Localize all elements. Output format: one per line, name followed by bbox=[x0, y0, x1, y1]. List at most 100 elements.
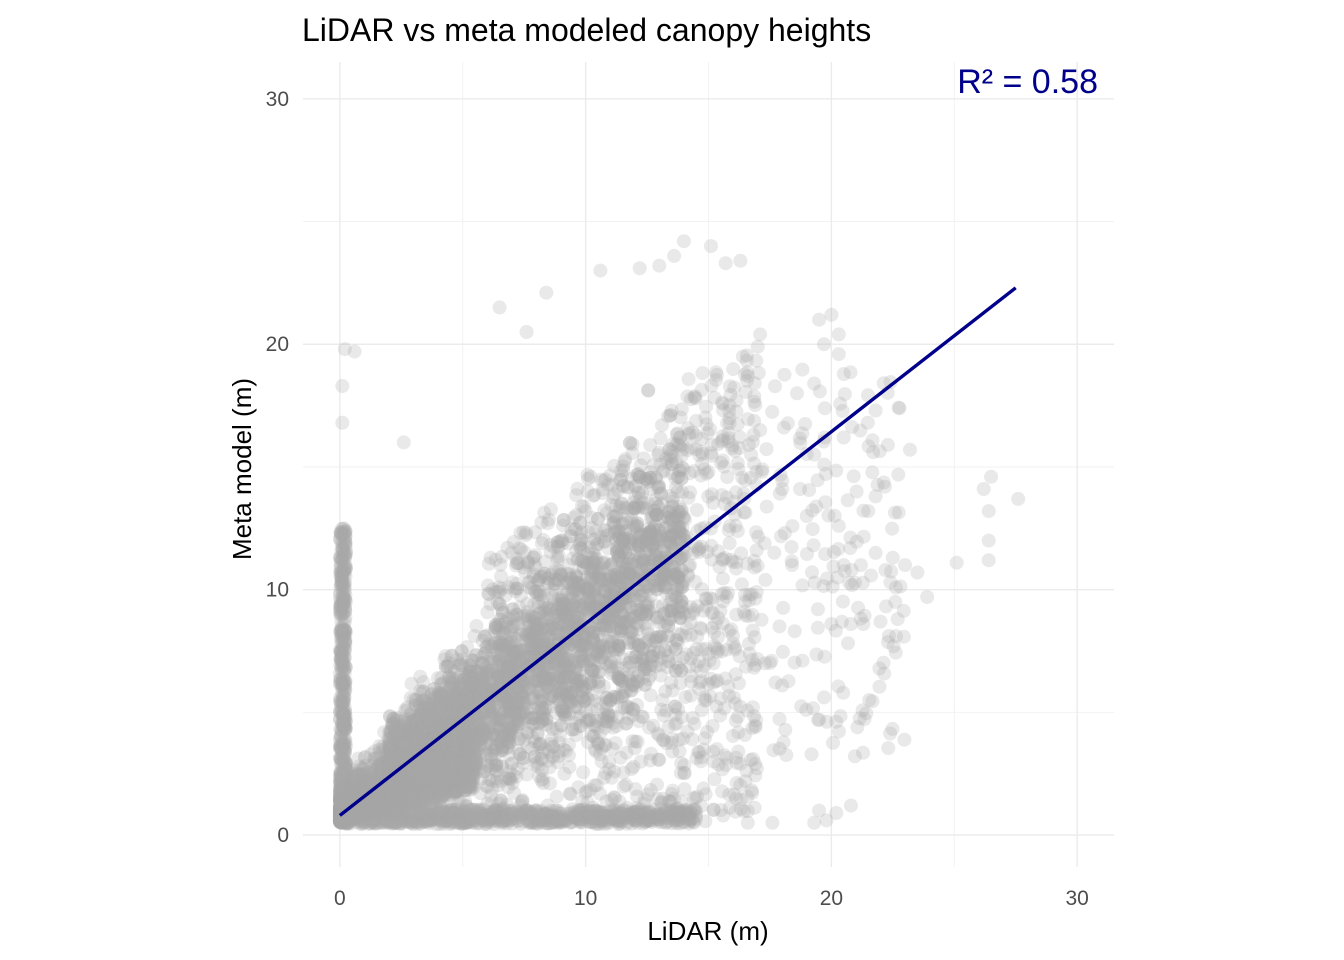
data-point bbox=[366, 786, 381, 800]
data-point bbox=[418, 774, 433, 789]
data-point bbox=[394, 783, 409, 798]
data-point bbox=[443, 766, 458, 780]
data-point bbox=[452, 755, 467, 770]
data-point bbox=[409, 782, 424, 797]
data-point bbox=[415, 752, 430, 767]
data-point bbox=[440, 733, 455, 748]
data-point bbox=[364, 780, 379, 795]
data-point bbox=[455, 773, 469, 788]
data-point bbox=[461, 672, 476, 687]
data-point bbox=[337, 551, 352, 566]
data-point bbox=[390, 778, 405, 793]
data-point bbox=[465, 730, 480, 744]
data-point bbox=[368, 756, 383, 771]
data-point bbox=[376, 790, 391, 805]
data-point bbox=[376, 803, 391, 818]
data-point bbox=[333, 793, 347, 808]
data-point bbox=[455, 774, 470, 789]
data-point bbox=[339, 794, 354, 809]
data-point bbox=[344, 809, 359, 823]
data-point bbox=[454, 767, 469, 782]
data-point bbox=[351, 775, 366, 789]
data-point bbox=[458, 701, 473, 716]
data-point bbox=[431, 760, 446, 775]
data-point bbox=[449, 702, 464, 717]
data-point bbox=[427, 775, 442, 790]
data-point bbox=[372, 802, 387, 817]
data-point bbox=[348, 773, 363, 788]
data-point bbox=[420, 760, 435, 775]
data-point bbox=[435, 769, 449, 784]
data-point bbox=[333, 811, 348, 826]
data-point bbox=[415, 777, 430, 792]
data-point bbox=[377, 787, 392, 802]
data-point bbox=[400, 796, 415, 811]
data-point bbox=[403, 783, 418, 798]
data-point bbox=[367, 802, 382, 817]
data-point bbox=[439, 772, 454, 787]
data-point bbox=[401, 776, 416, 791]
data-point bbox=[350, 803, 365, 818]
data-point bbox=[349, 808, 364, 823]
data-point bbox=[360, 799, 375, 814]
data-point bbox=[411, 779, 426, 794]
data-point bbox=[413, 792, 428, 807]
data-point bbox=[391, 800, 406, 815]
data-point bbox=[463, 659, 477, 674]
data-point bbox=[344, 803, 358, 818]
data-point bbox=[467, 723, 482, 738]
data-point bbox=[404, 777, 419, 792]
data-point bbox=[412, 794, 427, 809]
data-point bbox=[336, 802, 351, 817]
data-point bbox=[403, 791, 418, 806]
data-point bbox=[454, 761, 469, 775]
data-point bbox=[388, 774, 403, 789]
data-point bbox=[341, 784, 356, 798]
data-point bbox=[425, 748, 440, 763]
data-point bbox=[432, 777, 447, 792]
data-point bbox=[461, 749, 476, 764]
data-point bbox=[395, 797, 410, 812]
data-point bbox=[389, 796, 404, 810]
data-point bbox=[334, 810, 349, 825]
data-point bbox=[461, 740, 476, 755]
data-point bbox=[333, 794, 348, 809]
data-point bbox=[346, 807, 361, 822]
data-point bbox=[433, 744, 448, 758]
data-point bbox=[393, 798, 408, 813]
data-point bbox=[413, 758, 428, 773]
data-point bbox=[335, 717, 350, 732]
data-point bbox=[345, 795, 360, 810]
data-point bbox=[333, 813, 348, 828]
data-point bbox=[444, 742, 459, 757]
data-point bbox=[431, 790, 446, 805]
data-point bbox=[437, 749, 452, 764]
data-point bbox=[378, 783, 393, 798]
data-point bbox=[414, 779, 428, 794]
data-point bbox=[334, 809, 349, 824]
data-point bbox=[423, 750, 438, 764]
data-point bbox=[418, 761, 432, 775]
data-point bbox=[397, 796, 412, 811]
data-point bbox=[436, 754, 451, 768]
data-point bbox=[442, 735, 457, 749]
data-point bbox=[364, 800, 379, 815]
data-point bbox=[363, 801, 377, 816]
data-point bbox=[373, 796, 388, 811]
data-point bbox=[438, 789, 453, 804]
data-point bbox=[394, 785, 409, 800]
data-point bbox=[350, 808, 365, 823]
data-point bbox=[444, 758, 459, 773]
data-point bbox=[343, 803, 358, 818]
data-point bbox=[353, 775, 368, 790]
data-point bbox=[357, 797, 372, 812]
data-point bbox=[400, 767, 415, 782]
data-point bbox=[345, 810, 360, 825]
data-point bbox=[444, 733, 459, 748]
data-point bbox=[464, 761, 479, 776]
data-point bbox=[427, 748, 442, 763]
data-point bbox=[372, 774, 387, 789]
data-point bbox=[350, 780, 364, 795]
data-point bbox=[445, 769, 460, 784]
